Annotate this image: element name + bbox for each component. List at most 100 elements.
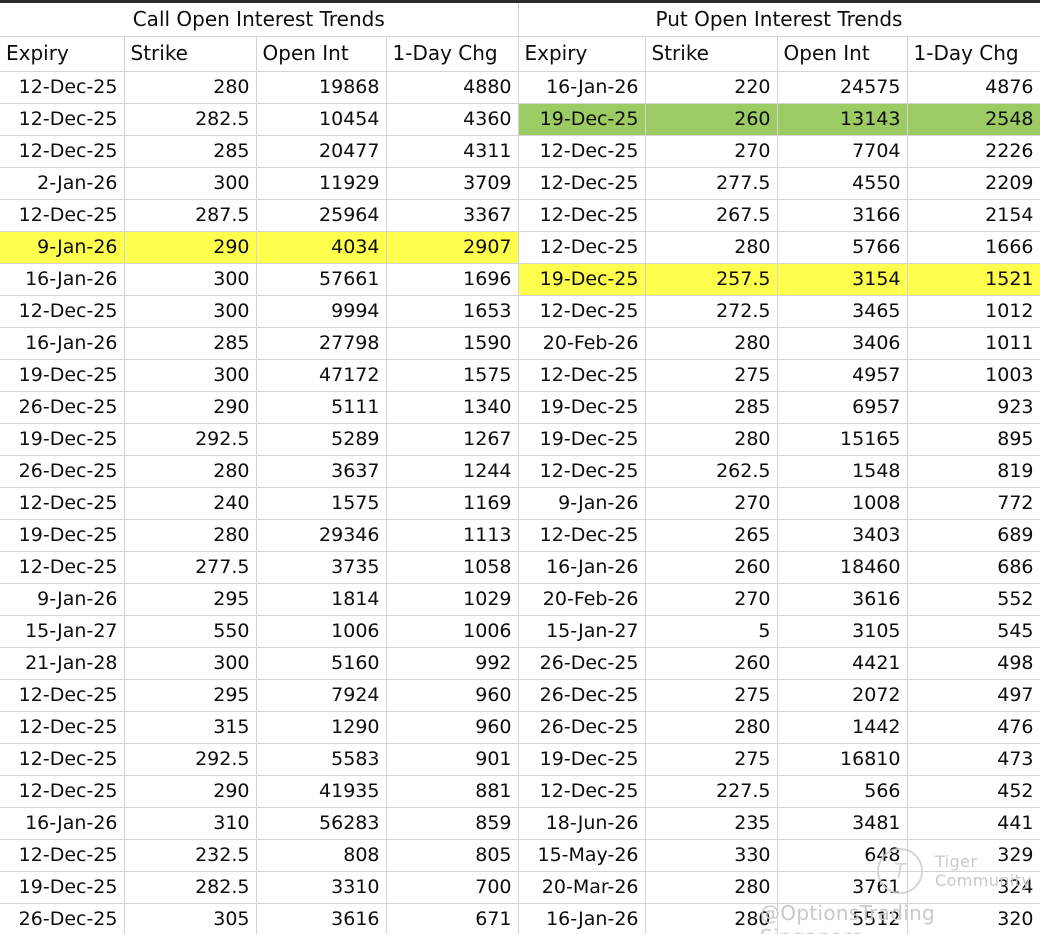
call-strike-cell[interactable]: 300 [124, 295, 257, 328]
call-open-int-cell[interactable]: 10454 [256, 103, 387, 136]
call-expiry-cell[interactable]: 19-Dec-25 [0, 423, 125, 456]
call-open-int-cell[interactable]: 25964 [256, 199, 387, 232]
call-expiry-cell[interactable]: 12-Dec-25 [0, 295, 125, 328]
call-expiry-cell[interactable]: 12-Dec-25 [0, 679, 125, 712]
put-1day-chg-cell[interactable]: 473 [907, 743, 1040, 776]
put-strike-cell[interactable]: 220 [645, 71, 778, 104]
call-1day-chg-cell[interactable]: 859 [386, 807, 519, 840]
put-strike-cell[interactable]: 285 [645, 391, 778, 424]
table-row[interactable]: 12-Dec-25 290 41935 881 12-Dec-25 227.5 566 452 [0, 775, 1040, 808]
table-row[interactable]: 12-Dec-25 277.5 3735 1058 16-Jan-26 260 18460 6… [0, 551, 1040, 584]
call-open-int-cell[interactable]: 808 [256, 839, 387, 872]
call-strike-cell[interactable]: 290 [124, 391, 257, 424]
put-open-int-cell[interactable]: 3465 [777, 295, 908, 328]
call-open-int-cell[interactable]: 19868 [256, 71, 387, 104]
put-expiry-cell[interactable]: 15-Jan-27 [518, 615, 646, 648]
call-open-int-cell[interactable]: 5583 [256, 743, 387, 776]
call-open-int-cell[interactable]: 9994 [256, 295, 387, 328]
call-open-int-cell[interactable]: 1290 [256, 711, 387, 744]
table-row[interactable]: 12-Dec-25 280 19868 4880 16-Jan-26 220 24575 48… [0, 71, 1040, 104]
put-header-strike[interactable]: Strike [645, 36, 778, 72]
table-row[interactable]: 16-Jan-26 310 56283 859 18-Jun-26 235 3481 441 [0, 807, 1040, 840]
table-row[interactable]: 9-Jan-26 290 4034 2907 12-Dec-25 280 5766 1666 [0, 231, 1040, 264]
call-expiry-cell[interactable]: 26-Dec-25 [0, 391, 125, 424]
call-strike-cell[interactable]: 295 [124, 583, 257, 616]
table-row[interactable]: 12-Dec-25 295 7924 960 26-Dec-25 275 2072 497 [0, 679, 1040, 712]
table-row[interactable]: 15-Jan-27 550 1006 1006 15-Jan-27 5 3105 545 [0, 615, 1040, 648]
call-1day-chg-cell[interactable]: 901 [386, 743, 519, 776]
put-strike-cell[interactable]: 260 [645, 647, 778, 680]
put-expiry-cell[interactable]: 12-Dec-25 [518, 455, 646, 488]
call-1day-chg-cell[interactable]: 1653 [386, 295, 519, 328]
put-1day-chg-cell[interactable]: 2154 [907, 199, 1040, 232]
put-1day-chg-cell[interactable]: 497 [907, 679, 1040, 712]
call-expiry-cell[interactable]: 12-Dec-25 [0, 743, 125, 776]
call-expiry-cell[interactable]: 12-Dec-25 [0, 711, 125, 744]
put-expiry-cell[interactable]: 20-Mar-26 [518, 871, 646, 904]
call-expiry-cell[interactable]: 15-Jan-27 [0, 615, 125, 648]
call-1day-chg-cell[interactable]: 881 [386, 775, 519, 808]
call-open-int-cell[interactable]: 3637 [256, 455, 387, 488]
call-open-int-cell[interactable]: 56283 [256, 807, 387, 840]
put-open-int-cell[interactable]: 1442 [777, 711, 908, 744]
put-expiry-cell[interactable]: 12-Dec-25 [518, 775, 646, 808]
call-1day-chg-cell[interactable]: 1244 [386, 455, 519, 488]
put-1day-chg-cell[interactable]: 498 [907, 647, 1040, 680]
table-row[interactable]: 2-Jan-26 300 11929 3709 12-Dec-25 277.5 4550 22… [0, 167, 1040, 200]
call-open-int-cell[interactable]: 7924 [256, 679, 387, 712]
call-1day-chg-cell[interactable]: 1696 [386, 263, 519, 296]
put-expiry-cell[interactable]: 16-Jan-26 [518, 903, 646, 934]
table-row[interactable]: 12-Dec-25 300 9994 1653 12-Dec-25 272.5 3465 10… [0, 295, 1040, 328]
table-row[interactable]: 26-Dec-25 280 3637 1244 12-Dec-25 262.5 1548 81… [0, 455, 1040, 488]
put-open-int-cell[interactable]: 566 [777, 775, 908, 808]
call-1day-chg-cell[interactable]: 3367 [386, 199, 519, 232]
put-expiry-cell[interactable]: 15-May-26 [518, 839, 646, 872]
call-1day-chg-cell[interactable]: 992 [386, 647, 519, 680]
call-1day-chg-cell[interactable]: 3709 [386, 167, 519, 200]
call-1day-chg-cell[interactable]: 1029 [386, 583, 519, 616]
put-open-int-cell[interactable]: 3154 [777, 263, 908, 296]
call-strike-cell[interactable]: 280 [124, 455, 257, 488]
put-1day-chg-cell[interactable]: 1003 [907, 359, 1040, 392]
put-strike-cell[interactable]: 257.5 [645, 263, 778, 296]
put-1day-chg-cell[interactable]: 1012 [907, 295, 1040, 328]
put-strike-cell[interactable]: 235 [645, 807, 778, 840]
call-open-int-cell[interactable]: 47172 [256, 359, 387, 392]
put-strike-cell[interactable]: 275 [645, 359, 778, 392]
put-open-int-cell[interactable]: 3166 [777, 199, 908, 232]
table-row[interactable]: 19-Dec-25 282.5 3310 700 20-Mar-26 280 3761 324 [0, 871, 1040, 904]
call-strike-cell[interactable]: 310 [124, 807, 257, 840]
put-expiry-cell[interactable]: 19-Dec-25 [518, 263, 646, 296]
call-strike-cell[interactable]: 277.5 [124, 551, 257, 584]
call-strike-cell[interactable]: 240 [124, 487, 257, 520]
call-strike-cell[interactable]: 295 [124, 679, 257, 712]
put-open-int-cell[interactable]: 13143 [777, 103, 908, 136]
call-strike-cell[interactable]: 292.5 [124, 743, 257, 776]
call-1day-chg-cell[interactable]: 1340 [386, 391, 519, 424]
call-open-int-cell[interactable]: 41935 [256, 775, 387, 808]
call-open-int-cell[interactable]: 3616 [256, 903, 387, 934]
call-strike-cell[interactable]: 300 [124, 263, 257, 296]
call-expiry-cell[interactable]: 19-Dec-25 [0, 519, 125, 552]
call-1day-chg-cell[interactable]: 960 [386, 679, 519, 712]
put-expiry-cell[interactable]: 12-Dec-25 [518, 135, 646, 168]
table-row[interactable]: 26-Dec-25 305 3616 671 16-Jan-26 280 5512 320 [0, 903, 1040, 934]
call-1day-chg-cell[interactable]: 1006 [386, 615, 519, 648]
put-open-int-cell[interactable]: 4957 [777, 359, 908, 392]
call-strike-cell[interactable]: 315 [124, 711, 257, 744]
put-1day-chg-cell[interactable]: 923 [907, 391, 1040, 424]
put-1day-chg-cell[interactable]: 1011 [907, 327, 1040, 360]
put-open-int-cell[interactable]: 24575 [777, 71, 908, 104]
call-strike-cell[interactable]: 285 [124, 135, 257, 168]
put-open-int-cell[interactable]: 4421 [777, 647, 908, 680]
put-strike-cell[interactable]: 260 [645, 103, 778, 136]
put-strike-cell[interactable]: 265 [645, 519, 778, 552]
put-expiry-cell[interactable]: 12-Dec-25 [518, 167, 646, 200]
call-expiry-cell[interactable]: 21-Jan-28 [0, 647, 125, 680]
put-strike-cell[interactable]: 280 [645, 903, 778, 934]
put-strike-cell[interactable]: 270 [645, 487, 778, 520]
put-open-int-cell[interactable]: 16810 [777, 743, 908, 776]
put-expiry-cell[interactable]: 26-Dec-25 [518, 711, 646, 744]
put-open-int-cell[interactable]: 3616 [777, 583, 908, 616]
put-expiry-cell[interactable]: 18-Jun-26 [518, 807, 646, 840]
